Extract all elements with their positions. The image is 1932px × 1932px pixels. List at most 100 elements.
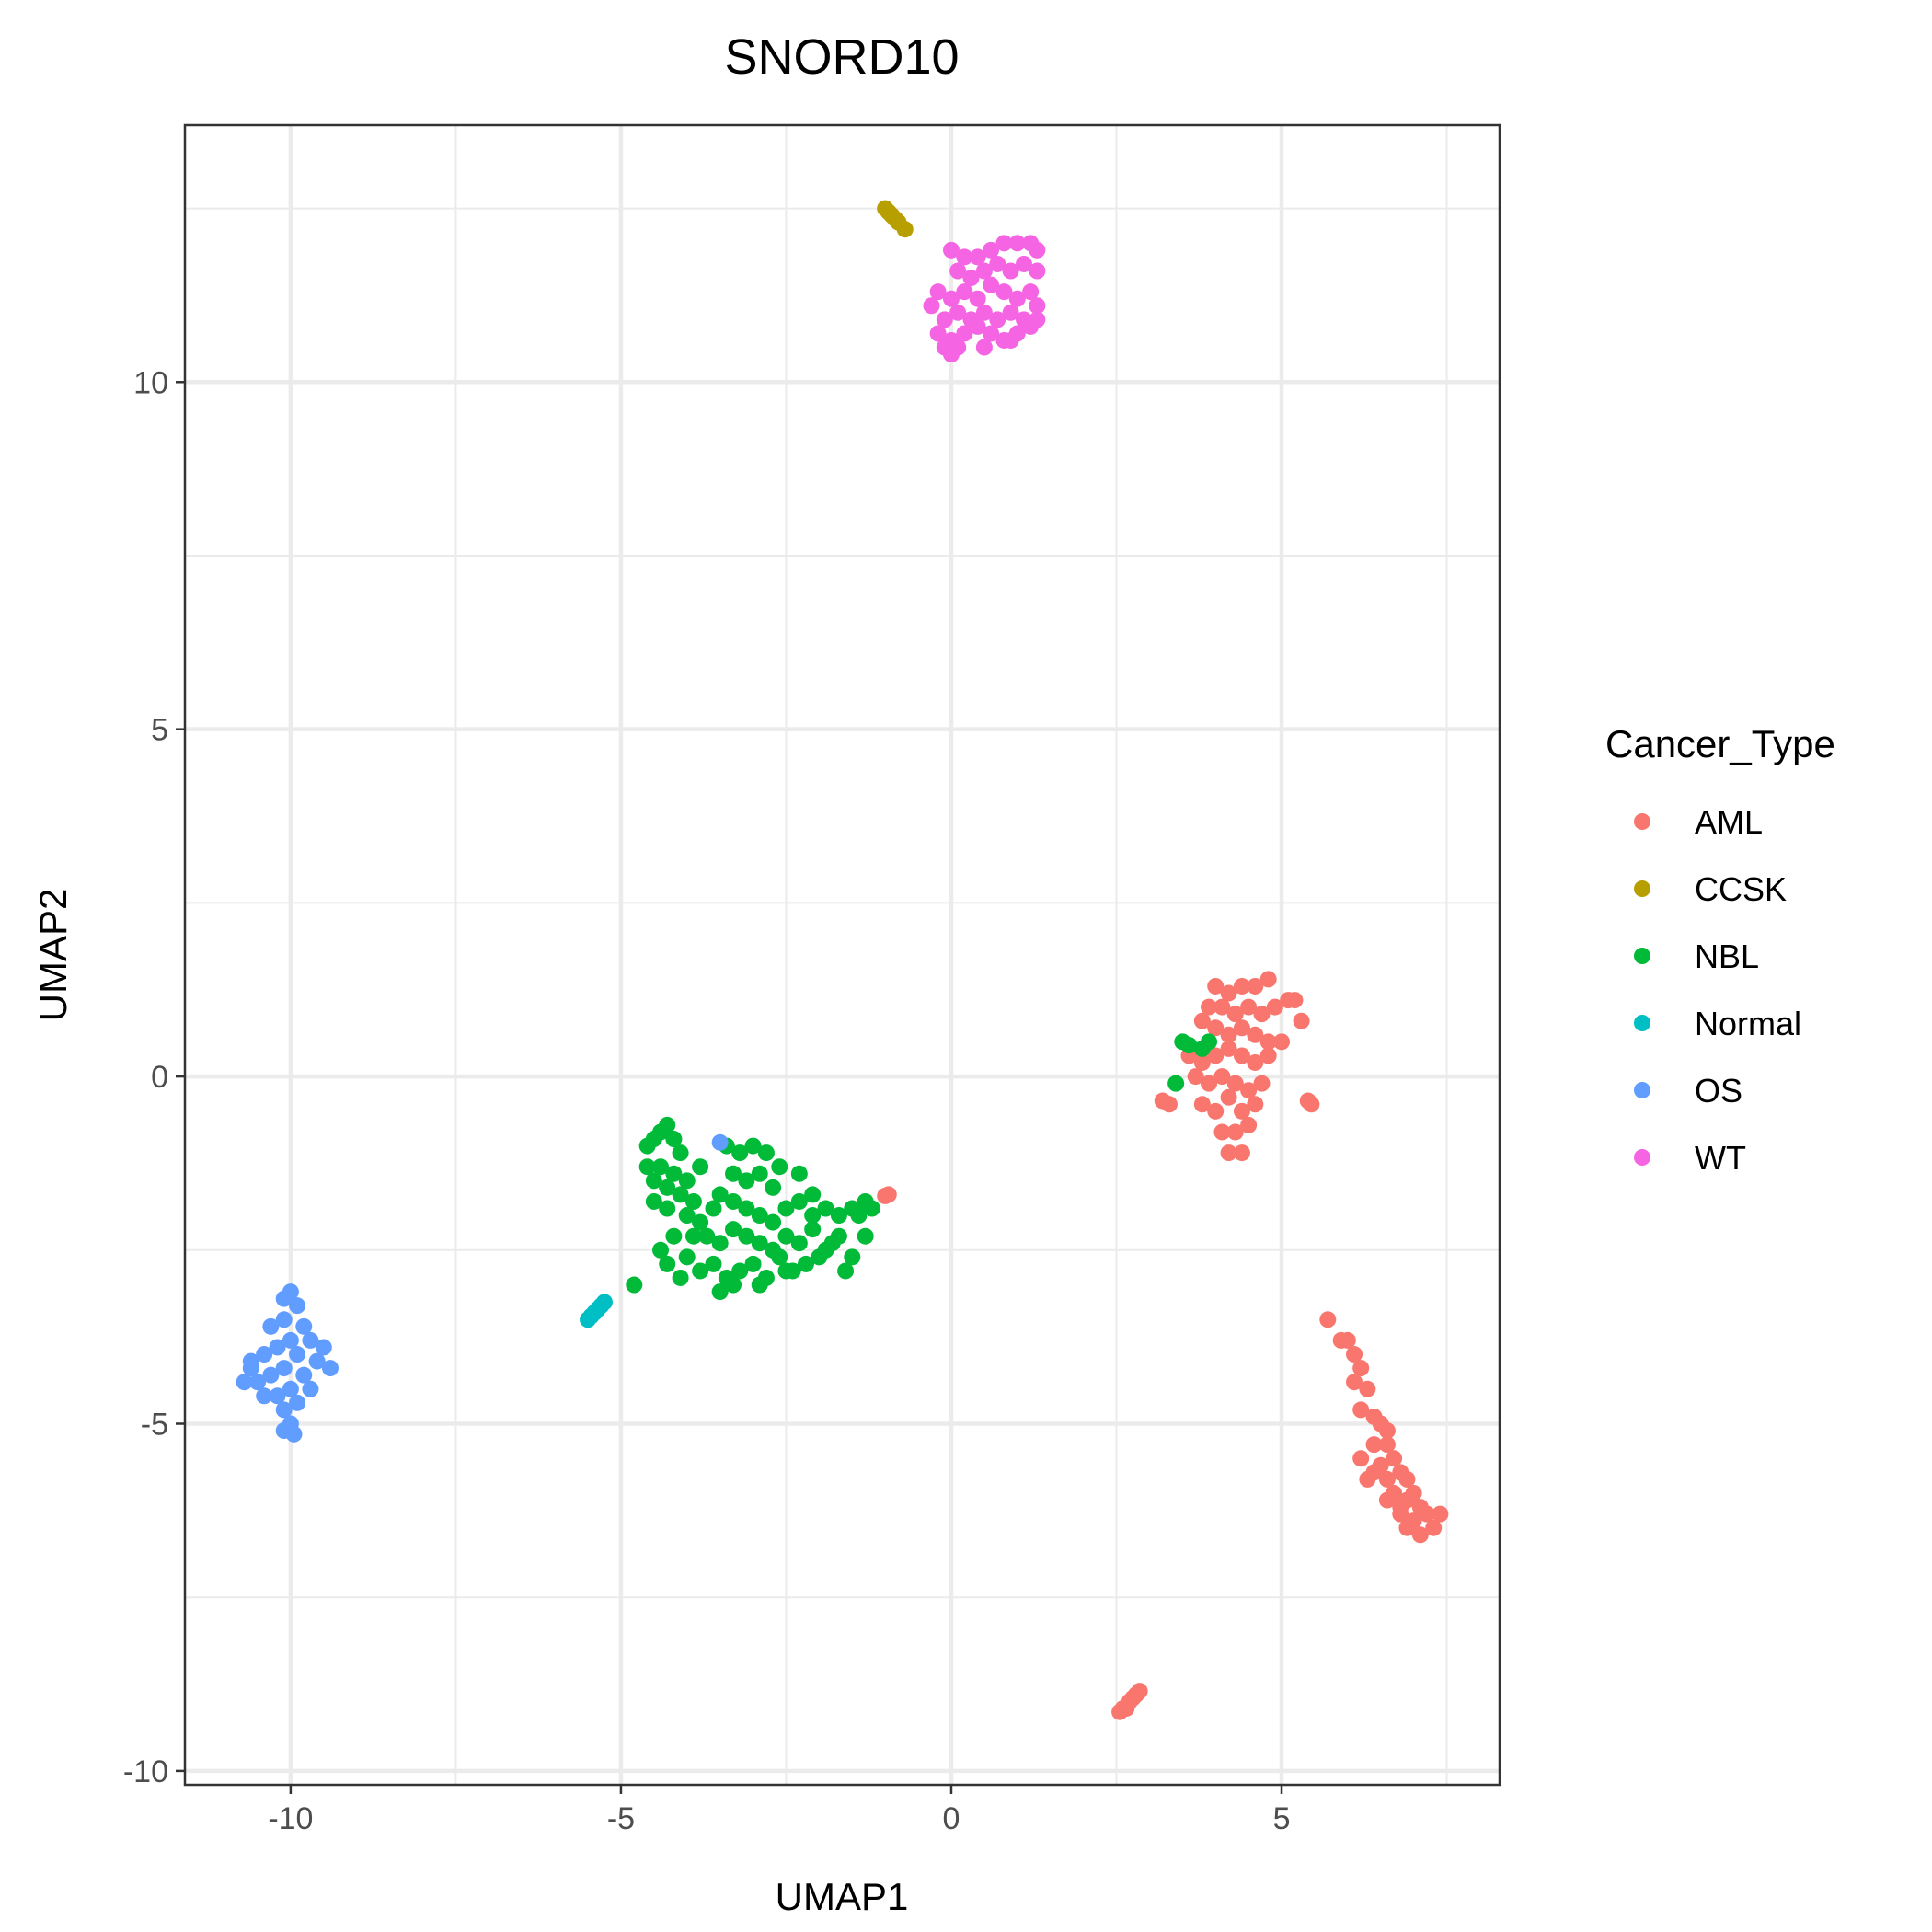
point-nbl [725,1165,742,1182]
legend-label-os: OS [1695,1072,1742,1110]
point-aml [1411,1526,1429,1544]
point-aml [1425,1519,1443,1536]
point-os [248,1374,266,1391]
point-nbl [731,1144,749,1162]
point-wt [942,290,960,307]
point-os [236,1374,253,1391]
point-aml [1233,1102,1250,1120]
x-tick-label: -5 [607,1801,635,1836]
point-os [302,1331,319,1349]
point-aml [1201,1075,1218,1092]
minor-gridlines [185,125,1500,1785]
point-aml [1220,1144,1237,1162]
point-nbl [790,1192,808,1210]
point-os [285,1425,303,1443]
point-aml [1405,1484,1422,1501]
point-wt [989,255,1006,272]
point-aml [1247,1026,1264,1043]
legend-key-wt [1634,1149,1650,1166]
point-nbl [863,1200,880,1217]
point-nbl [738,1200,755,1217]
point-aml [1220,1040,1237,1057]
legend-label-wt: WT [1695,1139,1746,1177]
point-nbl [804,1186,822,1203]
point-aml [877,1187,894,1204]
point-nbl [765,1213,782,1231]
point-aml [1233,1019,1250,1037]
point-wt [989,311,1006,328]
point-nbl [659,1255,676,1272]
point-wt [923,297,940,315]
x-axis-ticks: -10 -5 0 5 [268,1785,1290,1836]
point-nbl [638,1158,656,1176]
point-aml [1419,1505,1436,1523]
point-wt [1022,283,1040,301]
point-nbl [804,1207,822,1225]
point-nbl [672,1186,689,1203]
point-aml [1226,1123,1244,1141]
point-aml [1359,1380,1376,1397]
point-nbl [744,1137,762,1155]
point-nbl [765,1179,782,1196]
panel-background [185,125,1500,1785]
point-aml [1378,1436,1396,1454]
point-aml [1319,1311,1337,1328]
point-nbl [811,1248,828,1266]
x-tick-label: -10 [268,1801,313,1836]
y-tick-label: 5 [151,713,168,748]
point-aml [1220,984,1237,1002]
point-nbl [626,1276,643,1294]
point-aml [1207,1102,1225,1120]
point-nbl [777,1200,795,1217]
point-aml [1131,1683,1148,1700]
data-points [236,200,1449,1720]
major-gridlines [185,125,1500,1785]
point-aml [1226,1075,1244,1092]
point-nbl [684,1192,702,1210]
point-nbl [771,1158,788,1176]
point-os [262,1366,280,1384]
x-tick-label: 5 [1273,1801,1291,1836]
point-nbl [751,1276,768,1294]
point-nbl [777,1262,795,1280]
point-aml [1247,1053,1264,1071]
point-aml [1193,1012,1211,1029]
x-axis-title: UMAP1 [776,1875,909,1918]
point-wt [1002,262,1019,280]
legend-key-ccsk [1634,880,1650,897]
panel-border [183,123,1501,1787]
point-aml [1240,1082,1258,1099]
point-nbl [830,1207,847,1225]
point-aml [1233,977,1250,995]
point-nbl [790,1235,808,1252]
point-aml [1346,1346,1363,1363]
point-aml [1207,1047,1225,1064]
point-wt [969,248,986,266]
legend-key-normal [1634,1015,1650,1031]
point-nbl [665,1131,683,1148]
point-nbl [817,1200,834,1217]
point-os [275,1401,293,1419]
point-aml [1247,977,1264,995]
point-nbl [798,1255,815,1272]
point-wt [969,317,986,335]
y-tick-label: -5 [141,1407,168,1442]
point-os [282,1380,299,1397]
point-wt [1002,331,1019,349]
point-aml [1240,1116,1258,1133]
point-os [289,1394,306,1411]
point-wt [995,283,1013,301]
point-os [315,1339,332,1356]
point-aml [1220,1026,1237,1043]
point-nbl [751,1165,768,1182]
point-aml [1154,1092,1171,1110]
point-aml [1378,1470,1396,1488]
point-nbl [652,1241,670,1259]
point-aml [1398,1519,1416,1536]
point-wt [983,241,1000,259]
y-axis-title: UMAP2 [31,889,75,1022]
point-nbl [725,1276,742,1294]
point-aml [1240,998,1258,1016]
point-nbl [711,1235,729,1252]
point-os [262,1317,280,1335]
